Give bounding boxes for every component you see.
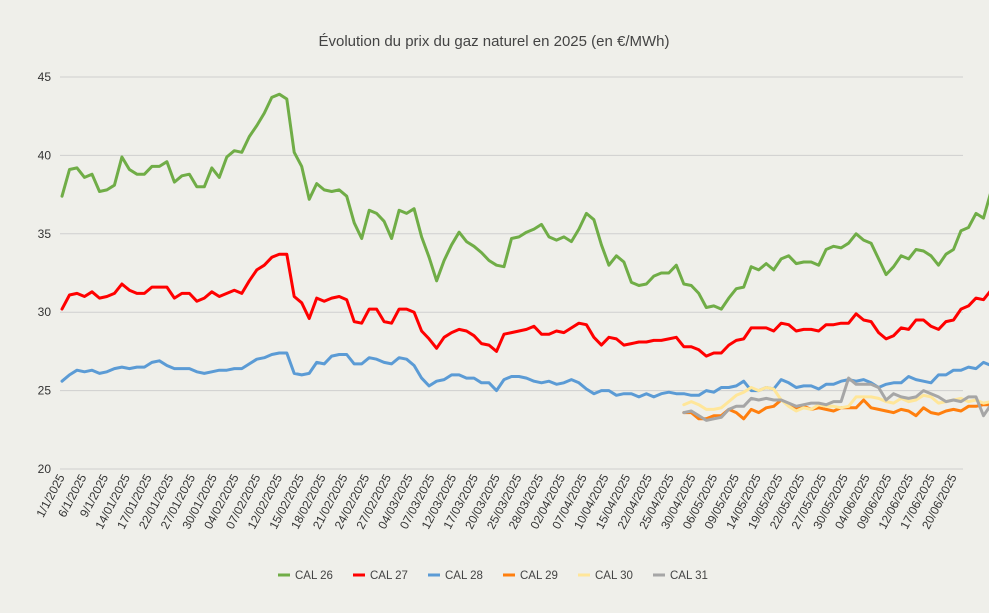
- chart-title: Évolution du prix du gaz naturel en 2025…: [318, 33, 669, 50]
- y-tick-label: 20: [38, 462, 52, 476]
- legend-label: CAL 26: [295, 570, 333, 582]
- series-line-cal-31: [682, 376, 989, 422]
- legend-label: CAL 31: [670, 570, 708, 582]
- legend: CAL 26 CAL 27 CAL 28 CAL 29 CAL 30 CAL 31: [278, 570, 708, 582]
- y-tick-label: 40: [38, 148, 52, 162]
- series-lines: [60, 92, 989, 422]
- legend-label: CAL 30: [595, 570, 633, 582]
- y-tick-label: 35: [38, 227, 52, 241]
- legend-label: CAL 29: [520, 570, 558, 582]
- legend-label: CAL 27: [370, 570, 408, 582]
- x-axis-ticks: 1/1/20256/1/20259/1/202514/01/202517/01/…: [33, 472, 959, 532]
- gridlines: [60, 76, 963, 470]
- series-line-cal-26: [60, 92, 989, 311]
- series-line-cal-27: [60, 252, 989, 358]
- y-tick-label: 30: [38, 305, 52, 319]
- series-line-cal-28: [60, 351, 989, 399]
- y-tick-label: 45: [38, 70, 52, 84]
- y-tick-label: 25: [38, 384, 52, 398]
- y-axis-ticks: 20 25 30 35 40 45: [38, 70, 52, 476]
- legend-label: CAL 28: [445, 570, 483, 582]
